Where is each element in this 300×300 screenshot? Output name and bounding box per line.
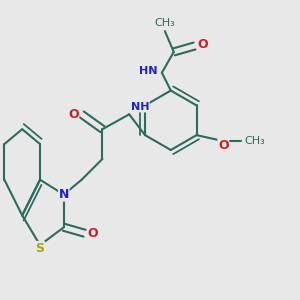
Text: N: N — [58, 188, 69, 201]
Text: NH: NH — [131, 102, 149, 112]
Text: O: O — [218, 139, 229, 152]
Text: CH₃: CH₃ — [244, 136, 265, 146]
Text: S: S — [35, 242, 44, 255]
Text: O: O — [88, 227, 98, 240]
Text: HN: HN — [139, 66, 158, 76]
Text: CH₃: CH₃ — [154, 18, 175, 28]
Text: O: O — [198, 38, 208, 51]
Text: O: O — [68, 108, 79, 121]
